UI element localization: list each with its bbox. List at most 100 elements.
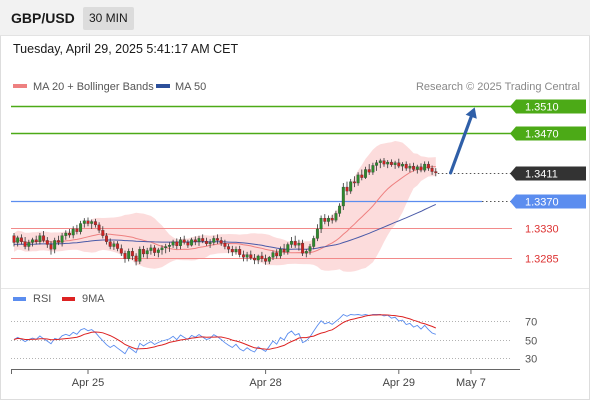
bear-candle-body bbox=[260, 255, 264, 259]
candle bbox=[323, 214, 327, 225]
bull-candle-body bbox=[297, 242, 301, 246]
candle bbox=[349, 178, 353, 194]
candle bbox=[108, 238, 112, 250]
projection-arrow-head bbox=[465, 107, 477, 119]
bear-candle-body bbox=[19, 237, 23, 242]
rsi-line bbox=[13, 313, 436, 355]
candle bbox=[23, 237, 27, 250]
bull-candle-body bbox=[308, 246, 312, 252]
candle bbox=[308, 243, 312, 255]
bull-candle-body bbox=[171, 241, 175, 246]
candle bbox=[45, 237, 49, 248]
candle bbox=[86, 217, 90, 227]
x-tick-label: Apr 25 bbox=[72, 377, 104, 389]
candle bbox=[134, 253, 138, 266]
bear-candle-body bbox=[42, 235, 46, 241]
bull-candle-body bbox=[31, 239, 34, 243]
bull-candle-body bbox=[327, 217, 330, 222]
bear-candle-body bbox=[412, 165, 416, 170]
bear-candle-body bbox=[175, 241, 179, 246]
bull-candle-body bbox=[197, 238, 201, 242]
bull-candle-body bbox=[386, 161, 390, 165]
candle bbox=[197, 235, 201, 246]
candle bbox=[282, 243, 286, 255]
bear-candle-body bbox=[49, 244, 53, 250]
bull-candle-body bbox=[38, 235, 42, 242]
candle bbox=[293, 235, 297, 248]
candle bbox=[82, 218, 86, 228]
candle bbox=[112, 241, 116, 250]
candle bbox=[430, 165, 434, 175]
candle bbox=[404, 161, 408, 171]
candle bbox=[27, 239, 31, 251]
candle bbox=[401, 162, 404, 171]
candle bbox=[97, 222, 101, 234]
bear-candle-body bbox=[75, 228, 79, 232]
level-tag-label: 1.3370 bbox=[525, 197, 559, 209]
candle bbox=[164, 243, 168, 254]
candle bbox=[367, 164, 371, 175]
bear-candle-body bbox=[23, 241, 27, 247]
bear-candle-body bbox=[193, 239, 197, 242]
bear-candle-body bbox=[367, 169, 371, 173]
bear-candle-body bbox=[219, 240, 223, 244]
bull-candle-body bbox=[90, 221, 94, 224]
candle bbox=[312, 235, 316, 250]
candle bbox=[145, 247, 149, 259]
bull-candle-body bbox=[349, 181, 353, 192]
bear-candle-body bbox=[330, 217, 334, 221]
candle bbox=[423, 161, 427, 173]
candle bbox=[249, 250, 253, 261]
rsi-panel: 30 50 70 bbox=[11, 313, 537, 366]
candle bbox=[42, 230, 46, 243]
bear-candle-body bbox=[360, 174, 364, 178]
bull-candle-body bbox=[364, 169, 367, 178]
bull-candle-body bbox=[190, 239, 194, 246]
bull-candle-body bbox=[256, 255, 260, 261]
candle bbox=[334, 210, 338, 223]
bull-candle-body bbox=[145, 250, 149, 255]
bear-candle-body bbox=[93, 221, 97, 226]
bear-candle-body bbox=[293, 240, 297, 246]
level-tag-shape bbox=[510, 166, 586, 181]
candle bbox=[286, 242, 290, 255]
candle bbox=[105, 233, 108, 245]
bull-candle-body bbox=[212, 238, 216, 243]
candle bbox=[71, 226, 75, 239]
bull-candle-body bbox=[393, 162, 397, 165]
candle bbox=[364, 166, 367, 179]
bull-candle-body bbox=[319, 217, 323, 230]
candle bbox=[171, 239, 175, 248]
candle bbox=[264, 254, 268, 265]
level-tag-current: 1.3411 bbox=[510, 166, 586, 181]
bear-candle-body bbox=[216, 238, 219, 241]
bull-candle-body bbox=[138, 249, 142, 262]
level-tag-pivot: 1.3370 bbox=[510, 194, 586, 209]
bull-candle-body bbox=[60, 235, 64, 243]
candle bbox=[330, 214, 334, 224]
bull-candle-body bbox=[160, 247, 164, 251]
candle bbox=[56, 235, 60, 246]
candle bbox=[389, 159, 393, 167]
bear-candle-body bbox=[130, 251, 134, 257]
bull-candle-body bbox=[82, 220, 86, 224]
candle bbox=[53, 237, 57, 254]
candle bbox=[223, 239, 227, 250]
bear-candle-body bbox=[86, 220, 90, 224]
candle bbox=[190, 237, 194, 247]
candle bbox=[116, 241, 120, 252]
bear-candle-body bbox=[116, 243, 120, 249]
candle bbox=[193, 236, 197, 246]
bear-candle-body bbox=[68, 232, 71, 236]
bear-candle-body bbox=[249, 254, 253, 259]
candle bbox=[167, 242, 171, 252]
timeframe-button[interactable]: 30 MIN bbox=[83, 7, 134, 30]
bull-candle-body bbox=[408, 165, 412, 169]
ma50-legend-label: MA 50 bbox=[175, 81, 206, 93]
x-axis: Apr 25 Apr 28 Apr 29 May 7 bbox=[11, 369, 486, 389]
candle bbox=[156, 247, 160, 258]
bollinger-bands bbox=[14, 141, 436, 272]
ma20-legend-label: MA 20 + Bollinger Bands bbox=[33, 81, 154, 93]
bear-candle-body bbox=[223, 242, 227, 247]
